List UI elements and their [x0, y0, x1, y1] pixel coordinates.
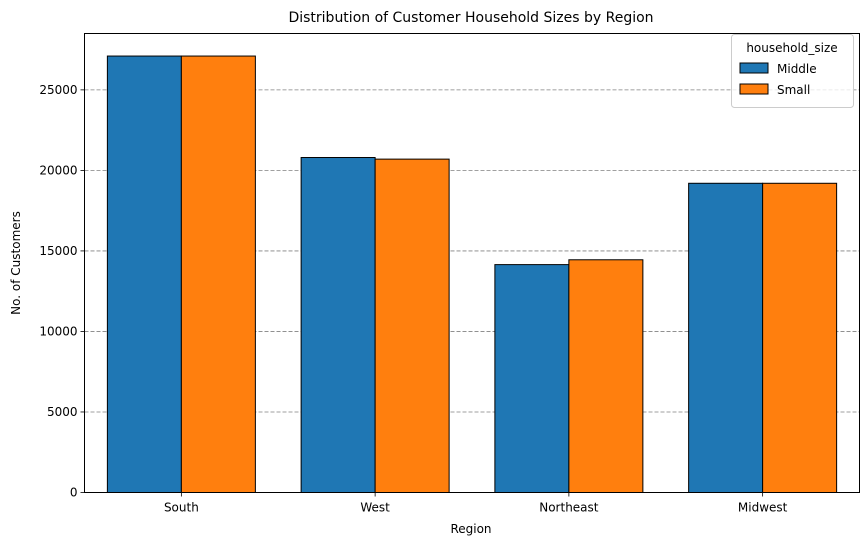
y-tick-label: 20000 — [39, 163, 77, 177]
bar-small-midwest — [762, 182, 838, 493]
chart-title: Distribution of Customer Household Sizes… — [288, 10, 653, 26]
bars — [106, 55, 838, 494]
y-tick-label: 0 — [70, 486, 78, 500]
legend-label-small: Small — [777, 83, 810, 97]
legend-swatch-middle — [739, 62, 769, 74]
x-tick-label: West — [360, 501, 390, 515]
x-axis-ticks: South West Northeast Midwest — [164, 492, 788, 515]
plot-frame — [84, 33, 860, 493]
bar-middle-south — [106, 55, 182, 494]
bar-small-northeast — [568, 259, 644, 494]
bar-small-west — [374, 158, 450, 493]
legend: household_size Middle Small — [731, 34, 854, 108]
y-tick-label: 10000 — [39, 324, 77, 338]
bar-middle-west — [300, 157, 376, 493]
bar-small-south — [180, 55, 256, 494]
legend-title: household_size — [746, 41, 837, 55]
x-tick-label: Northeast — [539, 501, 599, 515]
y-axis-ticks: 0 5000 10000 15000 20000 25000 — [39, 83, 85, 500]
legend-swatch-small — [739, 83, 769, 95]
y-axis-label: No. of Customers — [9, 211, 23, 315]
y-tick-label: 5000 — [47, 405, 78, 419]
legend-label-middle: Middle — [777, 62, 817, 76]
x-tick-label: South — [164, 501, 199, 515]
x-axis-label: Region — [450, 522, 491, 536]
bar-middle-midwest — [688, 182, 764, 493]
y-tick-label: 15000 — [39, 244, 77, 258]
bar-middle-northeast — [494, 264, 570, 494]
x-tick-label: Midwest — [738, 501, 788, 515]
y-tick-label: 25000 — [39, 83, 77, 97]
